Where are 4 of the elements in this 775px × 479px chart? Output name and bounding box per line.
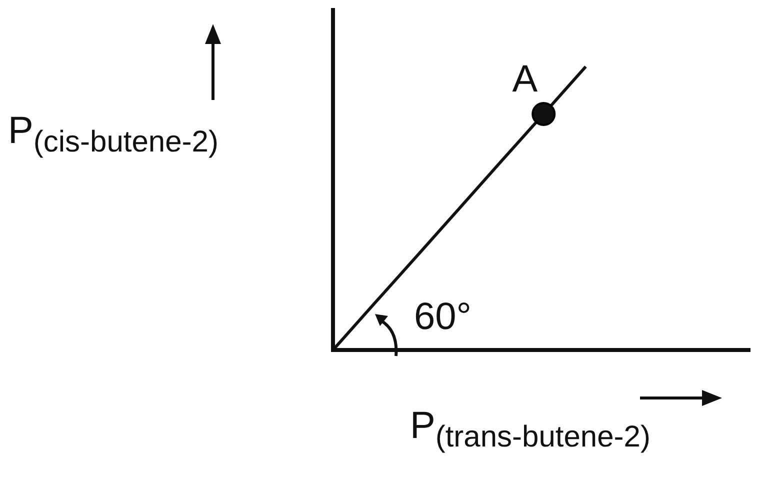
x-axis-title: P$_{(trans-butene-2)}$ [410,405,650,455]
y-axis-title: P$_{(cis-butene-2)}$ [8,110,218,160]
annotation: A [512,58,538,100]
annotation: 60° [414,296,472,339]
